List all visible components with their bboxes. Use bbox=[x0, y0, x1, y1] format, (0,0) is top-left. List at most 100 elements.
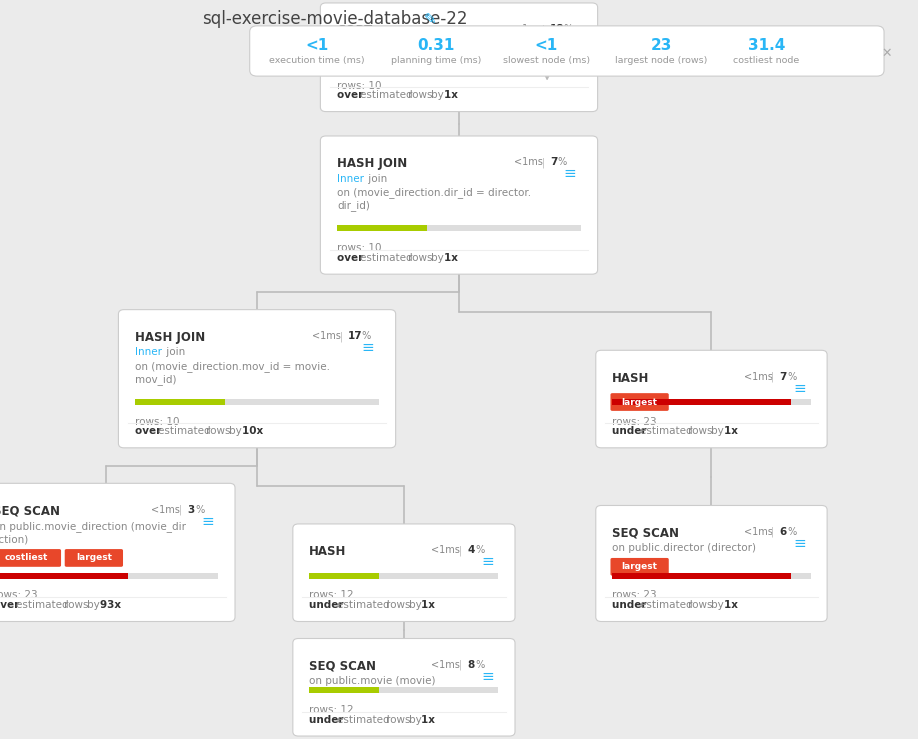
Text: sql-exercise-movie-database-22: sql-exercise-movie-database-22 bbox=[202, 10, 468, 27]
Text: by movie.mov_dt_rel: by movie.mov_dt_rel bbox=[337, 41, 445, 52]
Text: estimated: estimated bbox=[338, 600, 393, 610]
Text: 18: 18 bbox=[550, 24, 565, 35]
FancyBboxPatch shape bbox=[320, 136, 598, 274]
Text: under: under bbox=[309, 715, 348, 725]
Text: ≡: ≡ bbox=[362, 340, 375, 355]
Text: 10x: 10x bbox=[242, 426, 267, 437]
Bar bbox=[0, 573, 129, 579]
Text: largest: largest bbox=[76, 554, 112, 562]
Text: 23: 23 bbox=[650, 38, 672, 53]
Text: 1x: 1x bbox=[421, 715, 439, 725]
FancyBboxPatch shape bbox=[250, 26, 884, 76]
Text: by: by bbox=[230, 426, 245, 437]
Text: dir_id): dir_id) bbox=[337, 200, 370, 211]
Text: rows: rows bbox=[64, 600, 92, 610]
Text: 3: 3 bbox=[187, 505, 195, 515]
Bar bbox=[612, 573, 811, 579]
Text: costliest: costliest bbox=[5, 554, 48, 562]
Text: estimated: estimated bbox=[641, 600, 696, 610]
FancyBboxPatch shape bbox=[596, 505, 827, 621]
Text: on public.director (director): on public.director (director) bbox=[612, 543, 756, 554]
Text: ✕: ✕ bbox=[881, 47, 892, 61]
Text: HASH JOIN: HASH JOIN bbox=[337, 157, 408, 171]
Text: ection): ection) bbox=[0, 534, 28, 545]
Text: join: join bbox=[163, 347, 185, 358]
Text: rows: rows bbox=[408, 90, 436, 101]
Bar bbox=[309, 687, 498, 693]
Text: <1: <1 bbox=[305, 38, 329, 53]
Text: estimated: estimated bbox=[338, 715, 393, 725]
Text: %: % bbox=[359, 331, 371, 341]
Text: |: | bbox=[771, 527, 775, 537]
Text: rows: rows bbox=[408, 253, 436, 263]
Text: by: by bbox=[409, 715, 424, 725]
Text: 1x: 1x bbox=[444, 90, 462, 101]
Bar bbox=[309, 687, 379, 693]
FancyBboxPatch shape bbox=[0, 483, 235, 621]
Text: <1ms: <1ms bbox=[431, 545, 460, 556]
Text: 7: 7 bbox=[779, 372, 787, 382]
Text: <1ms: <1ms bbox=[744, 372, 772, 382]
Text: %: % bbox=[473, 545, 485, 556]
FancyBboxPatch shape bbox=[335, 55, 394, 73]
FancyBboxPatch shape bbox=[64, 549, 123, 567]
Text: %: % bbox=[193, 505, 205, 515]
Text: ✎: ✎ bbox=[424, 13, 437, 27]
Text: rows: 12: rows: 12 bbox=[309, 590, 354, 601]
Text: on public.movie (movie): on public.movie (movie) bbox=[309, 676, 436, 687]
Text: Inner: Inner bbox=[337, 174, 364, 184]
Text: on (movie_direction.dir_id = director.: on (movie_direction.dir_id = director. bbox=[337, 187, 531, 198]
Text: over: over bbox=[337, 253, 367, 263]
Text: |: | bbox=[179, 505, 183, 515]
Text: estimated: estimated bbox=[641, 426, 696, 437]
Text: ≡: ≡ bbox=[201, 514, 214, 528]
Text: under: under bbox=[612, 426, 651, 437]
Text: rows: rows bbox=[688, 600, 716, 610]
Text: rows: 10: rows: 10 bbox=[337, 243, 381, 253]
Text: rows: rows bbox=[688, 426, 716, 437]
Text: ≡: ≡ bbox=[793, 536, 806, 551]
Text: execution time (ms): execution time (ms) bbox=[269, 56, 364, 65]
Text: %: % bbox=[785, 372, 797, 382]
Text: |: | bbox=[340, 331, 343, 341]
FancyBboxPatch shape bbox=[610, 393, 669, 411]
Text: 93x: 93x bbox=[99, 600, 124, 610]
Bar bbox=[612, 573, 790, 579]
Text: rows: 23: rows: 23 bbox=[0, 590, 38, 601]
Text: largest: largest bbox=[621, 562, 657, 571]
Bar bbox=[309, 573, 498, 579]
Text: ≡: ≡ bbox=[564, 33, 577, 48]
Text: <1ms: <1ms bbox=[514, 24, 543, 35]
Bar bbox=[309, 573, 379, 579]
Text: by: by bbox=[86, 600, 103, 610]
FancyBboxPatch shape bbox=[0, 549, 61, 567]
Text: estimated: estimated bbox=[360, 253, 416, 263]
Text: |: | bbox=[542, 24, 545, 35]
Bar bbox=[337, 225, 427, 231]
Text: HASH: HASH bbox=[612, 372, 650, 385]
Text: rows: 10: rows: 10 bbox=[337, 81, 381, 91]
Text: 8: 8 bbox=[467, 660, 475, 670]
Text: rows: rows bbox=[207, 426, 234, 437]
Text: rows: rows bbox=[386, 715, 413, 725]
Text: 0.31: 0.31 bbox=[418, 38, 454, 53]
Text: rows: 23: rows: 23 bbox=[612, 417, 657, 427]
Text: slowest node (ms): slowest node (ms) bbox=[503, 56, 589, 65]
Text: SEQ SCAN: SEQ SCAN bbox=[0, 505, 60, 518]
Text: <1ms: <1ms bbox=[312, 331, 341, 341]
Text: <1ms: <1ms bbox=[744, 527, 772, 537]
Text: mov_id): mov_id) bbox=[135, 374, 176, 385]
Text: by: by bbox=[711, 600, 727, 610]
Bar bbox=[337, 225, 581, 231]
Text: by: by bbox=[409, 600, 424, 610]
Text: <1ms: <1ms bbox=[514, 157, 543, 168]
Bar bbox=[0, 573, 218, 579]
Text: under: under bbox=[309, 600, 348, 610]
Text: SORT: SORT bbox=[337, 24, 372, 38]
Text: SEQ SCAN: SEQ SCAN bbox=[612, 527, 679, 540]
FancyBboxPatch shape bbox=[293, 524, 515, 621]
Text: over: over bbox=[135, 426, 165, 437]
Text: |: | bbox=[459, 660, 463, 670]
Text: %: % bbox=[473, 660, 485, 670]
Text: estimated: estimated bbox=[158, 426, 214, 437]
